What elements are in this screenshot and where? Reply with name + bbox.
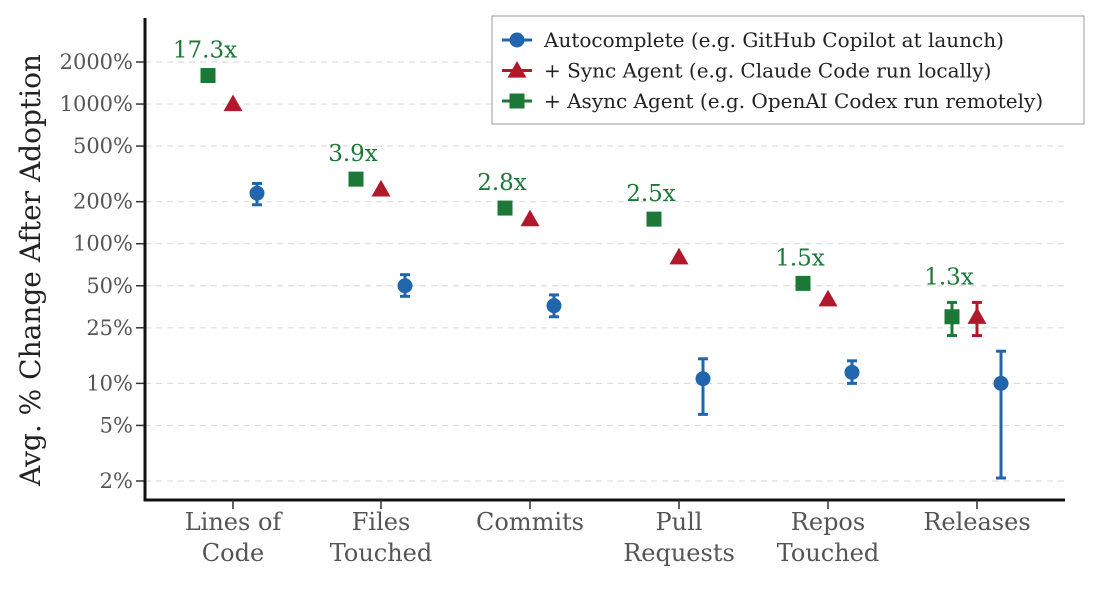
legend-label: + Sync Agent (e.g. Claude Code run local…	[544, 59, 991, 83]
x-tick-label: Pull	[656, 508, 703, 536]
data-point	[497, 200, 513, 216]
data-point	[397, 278, 413, 294]
data-point	[695, 371, 711, 387]
x-tick-label: Touched	[777, 539, 880, 567]
data-point	[546, 298, 562, 314]
data-point	[249, 185, 265, 201]
y-tick-label: 200%	[73, 190, 133, 214]
multiplier-label: 3.9x	[328, 141, 378, 167]
data-point	[371, 179, 391, 197]
x-tick-label: Lines of	[185, 508, 284, 536]
legend-label: + Async Agent (e.g. OpenAI Codex run rem…	[544, 89, 1043, 113]
multiplier-label: 1.3x	[924, 264, 974, 290]
y-tick-label: 2%	[100, 469, 133, 493]
y-tick-label: 500%	[73, 134, 133, 158]
data-marks	[200, 68, 1009, 480]
x-tick-label: Touched	[330, 539, 433, 567]
data-point	[993, 375, 1009, 391]
axes	[136, 18, 1065, 509]
y-tick-label: 5%	[100, 413, 133, 437]
y-tick-label: 50%	[86, 274, 133, 298]
legend: Autocomplete (e.g. GitHub Copilot at lau…	[491, 15, 1085, 125]
x-tick-label: Files	[352, 508, 411, 536]
legend-box	[491, 15, 1085, 125]
multiplier-label: 1.5x	[775, 245, 825, 271]
data-point	[944, 309, 960, 325]
multiplier-label: 17.3x	[173, 38, 237, 64]
x-tick-label: Code	[202, 539, 264, 567]
data-point	[669, 247, 689, 265]
multiplier-label: 2.8x	[477, 170, 527, 196]
legend-marker	[509, 93, 525, 109]
x-tick-label: Commits	[476, 508, 584, 536]
annotations: 17.3x 3.9x 2.8x 2.5x 1.5x 1.3x	[173, 38, 974, 291]
y-tick-label: 10%	[86, 371, 133, 395]
multiplier-label: 2.5x	[626, 181, 676, 207]
data-point	[967, 307, 987, 324]
y-axis-label: Avg. % Change After Adoption	[14, 54, 47, 487]
y-tick-label: 25%	[86, 316, 133, 340]
x-tick-labels: Lines of Code Files Touched Commits Pull Reque…	[185, 508, 1031, 567]
legend-marker	[507, 61, 527, 78]
data-point	[818, 289, 838, 307]
legend-marker	[509, 32, 525, 48]
y-tick-label: 100%	[73, 232, 133, 256]
data-point	[520, 209, 540, 227]
legend-label: Autocomplete (e.g. GitHub Copilot at lau…	[543, 28, 1004, 52]
data-point	[646, 211, 662, 227]
data-point	[844, 364, 860, 380]
x-tick-label: Repos	[791, 508, 865, 536]
data-point	[200, 68, 216, 84]
data-point	[348, 171, 364, 187]
y-tick-label: 2000%	[60, 50, 133, 74]
x-tick-label: Releases	[923, 508, 1030, 536]
y-tick-label: 1000%	[60, 92, 133, 116]
x-tick-label: Requests	[623, 539, 735, 567]
data-point	[795, 275, 811, 291]
y-tick-labels: 2% 5% 10% 25% 50% 100% 200% 500% 1000% 2000%	[60, 50, 133, 493]
data-point	[223, 94, 243, 112]
